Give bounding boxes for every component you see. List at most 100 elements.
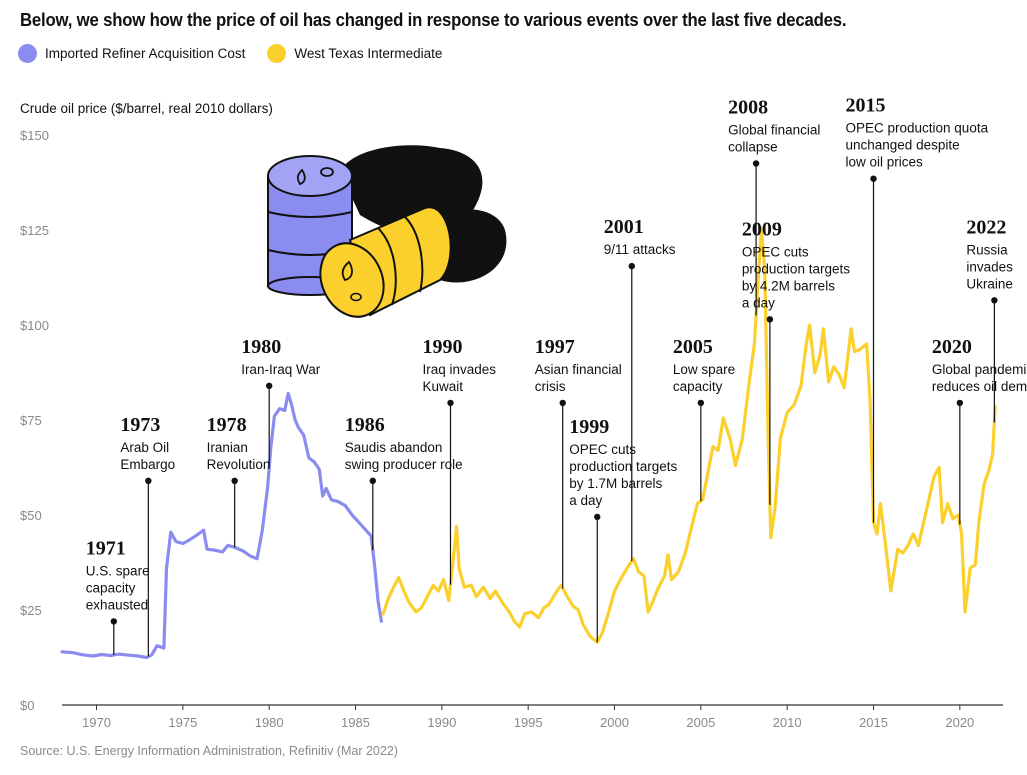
event-annotation-1990: 1990 Iraq invades Kuwait xyxy=(422,336,496,585)
event-annotation-2009: 2009 OPEC cuts production targets by 4.2M b… xyxy=(742,218,850,505)
event-year: 1978 xyxy=(207,414,247,436)
event-annotation-1997: 1997 Asian financial crisis xyxy=(535,336,622,589)
legend-item-wti: West Texas Intermediate xyxy=(267,44,442,63)
event-year: 2020 xyxy=(932,336,972,358)
event-description: collapse xyxy=(728,140,778,155)
event-annotation-1973: 1973 Arab Oil Embargo xyxy=(120,414,175,657)
y-tick-label: $100 xyxy=(20,318,49,333)
x-tick-label: 1990 xyxy=(427,715,456,730)
x-tick-label: 2020 xyxy=(945,715,974,730)
event-year: 1980 xyxy=(241,336,281,358)
event-year: 1971 xyxy=(86,537,126,559)
event-dot xyxy=(265,382,273,389)
event-dot xyxy=(559,399,566,407)
event-dot xyxy=(594,513,601,521)
event-description: production targets xyxy=(742,261,850,276)
event-annotation-2020: 2020 Global pandemic reduces oil demand xyxy=(932,336,1027,525)
event-year: 2022 xyxy=(966,216,1006,238)
events-layer: 1971 U.S. spare capacity exhausted 1973 Arab … xyxy=(86,95,1027,657)
legend-swatch-wti xyxy=(267,44,287,63)
event-description: Iranian xyxy=(207,440,248,455)
event-description: low oil prices xyxy=(846,155,924,170)
source-note: Source: U.S. Energy Information Administ… xyxy=(20,744,398,758)
chart-title: Below, we show how the price of oil has … xyxy=(20,10,847,30)
event-dot xyxy=(766,316,774,323)
event-description: Low spare xyxy=(673,362,735,377)
event-description: swing producer role xyxy=(345,457,463,472)
x-tick-label: 2000 xyxy=(600,715,629,730)
y-axis-label: Crude oil price ($/barrel, real 2010 dol… xyxy=(20,101,273,116)
y-tick-label: $50 xyxy=(20,508,42,523)
event-description: production targets xyxy=(569,459,677,474)
legend-label-ric: Imported Refiner Acquisition Cost xyxy=(45,46,246,61)
y-tick-label: $150 xyxy=(20,128,49,143)
event-description: Russia xyxy=(966,242,1008,257)
event-description: Global pandemic xyxy=(932,362,1027,377)
event-description: OPEC cuts xyxy=(742,244,809,259)
x-tick-label: 1980 xyxy=(255,715,284,730)
event-year: 2008 xyxy=(728,97,768,119)
event-description: U.S. spare xyxy=(86,563,150,578)
event-description: capacity xyxy=(673,379,723,394)
event-description: by 4.2M barrels xyxy=(742,278,835,293)
legend-swatch-ric xyxy=(18,44,37,63)
event-dot xyxy=(145,477,152,484)
event-description: Global financial xyxy=(728,123,820,138)
event-annotation-1980: 1980 Iran-Iraq War xyxy=(241,336,321,468)
event-description: reduces oil demand xyxy=(932,379,1027,394)
event-year: 2005 xyxy=(673,336,713,358)
x-tick-label: 2015 xyxy=(859,715,888,730)
event-year: 1986 xyxy=(345,414,385,436)
event-year: 2015 xyxy=(846,95,886,117)
event-dot xyxy=(231,477,238,484)
event-annotation-2008: 2008 Global financial collapse xyxy=(728,97,820,316)
event-dot xyxy=(991,297,998,304)
oil-barrel-yellow-icon xyxy=(319,206,507,318)
event-dot xyxy=(110,618,117,625)
event-dot xyxy=(752,160,760,167)
x-tick-label: 2010 xyxy=(773,715,802,730)
y-tick-label: $125 xyxy=(20,223,49,238)
series-layer xyxy=(60,226,997,660)
series-line-wti xyxy=(381,226,997,644)
event-annotation-2005: 2005 Low spare capacity xyxy=(673,336,735,502)
event-description: by 1.7M barrels xyxy=(569,476,662,491)
event-annotation-2015: 2015 OPEC production quota unchanged despi… xyxy=(846,95,989,523)
event-annotation-1978: 1978 Iranian Revolution xyxy=(207,414,271,548)
event-annotation-2022: 2022 Russia invades Ukraine xyxy=(966,216,1013,423)
oil-barrels-illustration xyxy=(267,145,507,318)
x-tick-label: 1975 xyxy=(168,715,197,730)
event-dot xyxy=(870,175,877,182)
event-description: Ukraine xyxy=(966,276,1013,291)
event-description: invades xyxy=(966,259,1013,274)
event-year: 1999 xyxy=(569,416,609,438)
legend-item-ric: Imported Refiner Acquisition Cost xyxy=(18,44,245,63)
event-year: 1990 xyxy=(422,336,462,358)
x-tick-label: 1970 xyxy=(82,715,111,730)
event-annotation-1999: 1999 OPEC cuts production targets by 1.7M b… xyxy=(569,416,678,643)
event-dot xyxy=(628,262,635,270)
event-description: Revolution xyxy=(207,457,271,472)
event-year: 1997 xyxy=(535,336,575,358)
event-description: unchanged despite xyxy=(846,138,960,153)
legend: Imported Refiner Acquisition Cost West T… xyxy=(18,44,464,63)
event-year: 2001 xyxy=(604,216,644,238)
event-dot xyxy=(956,399,964,407)
event-description: exhausted xyxy=(86,597,148,612)
event-description: Kuwait xyxy=(422,379,463,394)
event-description: Asian financial xyxy=(535,362,622,377)
y-tick-label: $75 xyxy=(20,413,42,428)
event-description: a day xyxy=(742,295,775,310)
x-tick-label: 2005 xyxy=(686,715,715,730)
event-description: Iran-Iraq War xyxy=(241,362,321,377)
x-tick-label: 1985 xyxy=(341,715,370,730)
event-dot xyxy=(369,477,376,484)
event-dot xyxy=(697,399,705,407)
y-tick-label: $25 xyxy=(20,603,42,618)
event-description: a day xyxy=(569,493,602,508)
legend-label-wti: West Texas Intermediate xyxy=(294,46,443,61)
event-annotation-1971: 1971 U.S. spare capacity exhausted xyxy=(86,537,150,655)
event-annotation-2001: 2001 9/11 attacks xyxy=(604,216,676,562)
event-year: 1973 xyxy=(120,414,160,436)
